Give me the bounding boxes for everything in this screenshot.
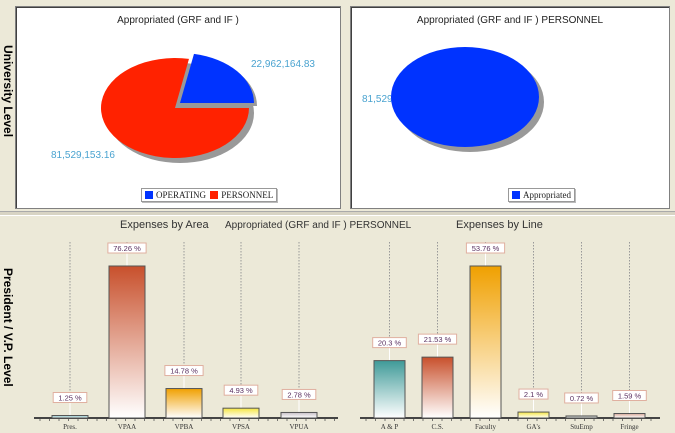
pie-slice-personnel[interactable] xyxy=(101,57,249,159)
category-label: VPUA xyxy=(289,423,308,431)
category-label: Fringe xyxy=(620,423,638,431)
president-vp-level-label: President / V.P. Level xyxy=(1,268,15,387)
data-label-box xyxy=(164,365,204,377)
category-label: VPBA xyxy=(175,423,194,431)
pie-panel-appropriated: Appropriated (GRF and IF ) 22,962,164.83… xyxy=(15,6,341,209)
data-label: 1.59 % xyxy=(618,392,642,401)
data-label: 2.78 % xyxy=(287,390,311,399)
pie-slice-operating[interactable] xyxy=(180,53,254,103)
legend-swatch-operating xyxy=(145,191,153,199)
data-label-box xyxy=(223,384,259,396)
bar-vpba[interactable] xyxy=(165,388,203,419)
legend-swatch-personnel xyxy=(210,191,219,199)
data-label: 53.76 % xyxy=(472,244,500,253)
bar-fringe[interactable] xyxy=(613,413,646,419)
legend-operating: OPERATING xyxy=(156,190,207,200)
university-level-label: University Level xyxy=(1,45,15,138)
data-label: 1.25 % xyxy=(58,394,82,403)
bar-vpsa[interactable] xyxy=(222,407,260,419)
pie-legend-personnel[interactable]: Appropriated xyxy=(508,188,575,202)
data-label-box xyxy=(281,388,317,400)
category-label: A & P xyxy=(381,423,399,431)
data-label: 76.26 % xyxy=(113,244,141,253)
legend-swatch-appropriated xyxy=(512,191,520,199)
category-label: StuEmp xyxy=(570,423,593,431)
slice-label-personnel: 81,529,153.16 xyxy=(51,150,115,161)
legend-personnel: PERSONNEL xyxy=(221,190,274,200)
data-label: 20.3 % xyxy=(378,339,402,348)
bar-vpaa[interactable] xyxy=(108,265,146,419)
bar-stuemp[interactable] xyxy=(565,415,598,419)
data-label-box xyxy=(564,392,599,404)
data-label-box xyxy=(612,390,647,402)
bar-ap[interactable] xyxy=(373,360,406,419)
category-label: C.S. xyxy=(431,423,443,431)
pie-title: Appropriated (GRF and IF ) xyxy=(117,15,239,26)
category-label: VPSA xyxy=(232,423,250,431)
category-label: VPAA xyxy=(118,423,136,431)
legend-appropriated: Appropriated xyxy=(523,190,571,200)
pie-title-personnel: Appropriated (GRF and IF ) PERSONNEL xyxy=(416,15,604,26)
slice-label-operating: 22,962,164.83 xyxy=(251,59,315,70)
data-label-box xyxy=(465,242,506,254)
data-label: 21.53 % xyxy=(424,335,452,344)
data-label: 14.78 % xyxy=(170,367,198,376)
bar-faculty[interactable] xyxy=(469,265,502,419)
category-label: GA's xyxy=(526,423,540,431)
bar-gas[interactable] xyxy=(517,411,550,419)
data-label-box xyxy=(107,242,147,254)
category-label: Faculty xyxy=(475,423,496,431)
data-label: 2.1 % xyxy=(524,390,544,399)
expenses-by-line-title: Expenses by Line xyxy=(456,219,543,231)
data-label: 0.72 % xyxy=(570,394,594,403)
data-label: 4.93 % xyxy=(229,386,253,395)
data-label-box xyxy=(52,392,88,404)
middle-title: Appropriated (GRF and IF ) PERSONNEL xyxy=(225,220,412,231)
section-divider xyxy=(0,211,675,216)
bar-vpua[interactable] xyxy=(280,411,318,419)
category-label: Pres. xyxy=(63,423,77,431)
bar-pres[interactable] xyxy=(51,415,89,419)
data-label-box xyxy=(518,388,549,400)
data-label-box xyxy=(372,337,407,349)
bar-cs[interactable] xyxy=(421,356,454,419)
data-label-box xyxy=(417,333,458,345)
expenses-by-area-title: Expenses by Area xyxy=(120,219,209,231)
pie-legend[interactable]: OPERATING PERSONNEL xyxy=(141,188,278,202)
pie-slice-appropriated[interactable] xyxy=(391,47,539,147)
